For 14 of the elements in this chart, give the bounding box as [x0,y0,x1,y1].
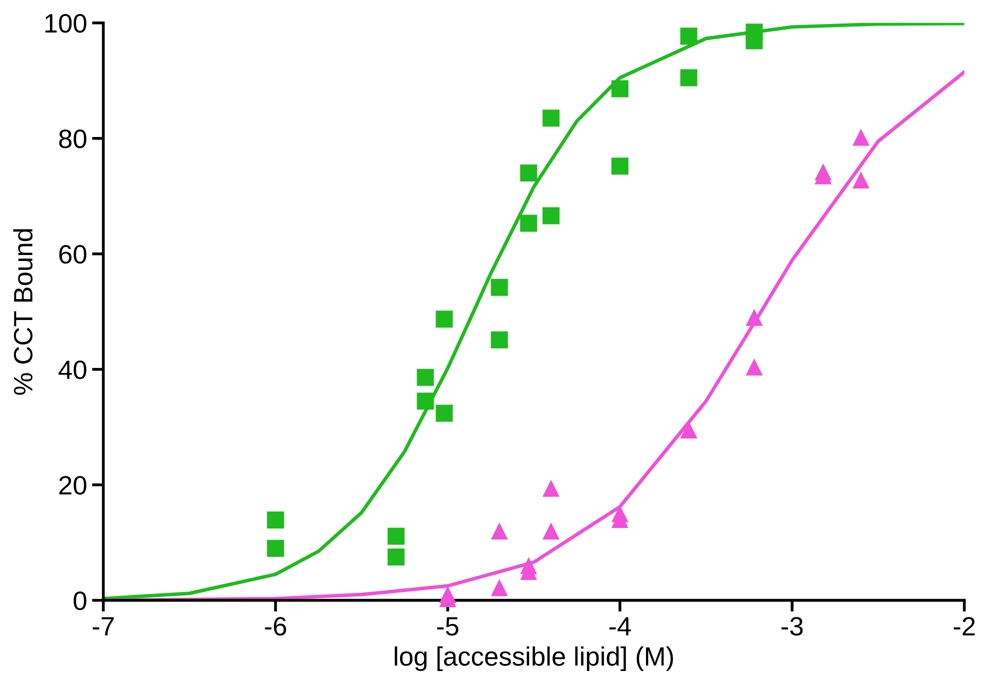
y-tick-label: 40 [58,360,86,380]
x-tick-label: -7 [92,617,114,636]
x-tick-label: -3 [782,616,803,636]
x-tick-label: -2 [954,616,975,636]
y-tick-label: 60 [59,245,86,264]
x-axis-title: log [accessible lipid] (M) [394,646,673,672]
y-tick-label: 100 [45,14,86,33]
x-tick-label: -5 [437,617,458,636]
x-tick-label: -6 [264,616,286,636]
y-axis-title: % CCT Bound [13,229,33,395]
y-tick-label: 80 [59,130,86,148]
x-tick-label: -4 [609,617,631,636]
y-tick-label: 20 [59,476,86,495]
y-tick-label: 0 [74,591,86,610]
